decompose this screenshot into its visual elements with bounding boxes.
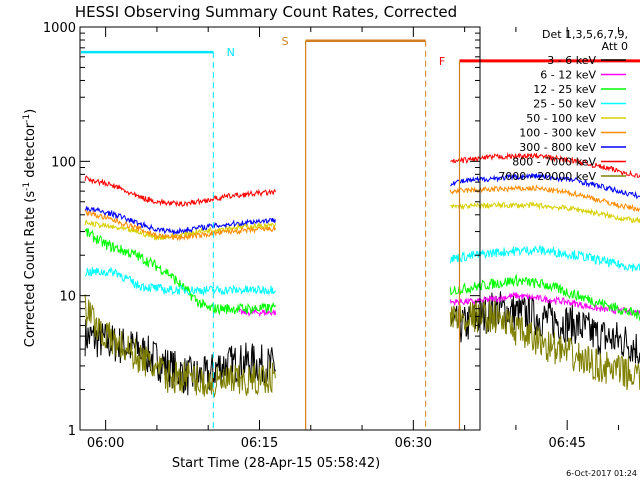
timestamp: 6-Oct-2017 01:24: [566, 469, 637, 478]
legend-label-6: 300 - 800 keV: [519, 141, 596, 154]
series-7-line-0: [84, 175, 276, 208]
series-6-line-1: [450, 172, 640, 200]
series-4-line-0: [84, 219, 276, 242]
x-axis-label: Start Time (28-Apr-15 05:58:42): [172, 456, 380, 471]
legend: Det 1,3,5,6,7,9, Att 0 3 - 6 keV 6 - 12 k…: [498, 28, 628, 183]
x-tick-label-3: 06:45: [548, 436, 585, 451]
series-2-line-1: [449, 273, 640, 322]
x-tick-label-0: 06:00: [87, 436, 124, 451]
series-1-line-1: [449, 291, 640, 316]
series-2: [84, 227, 640, 322]
series-8-line-1: [449, 300, 640, 391]
plot-frame: [79, 26, 481, 431]
series-8: [84, 294, 640, 398]
series-4-line-1: [450, 201, 640, 224]
series-7-line-1: [450, 152, 640, 179]
series-5-line-1: [449, 184, 640, 213]
legend-label-4: 50 - 100 keV: [526, 112, 596, 125]
series-7: [84, 152, 640, 208]
series-1-line-0: [238, 307, 277, 318]
series-3-line-0: [84, 266, 276, 297]
legend-label-8: 7000 - 20000 keV: [498, 170, 596, 183]
legend-label-2: 12 - 25 keV: [533, 83, 596, 96]
x-tick-label-1: 06:15: [241, 436, 278, 451]
legend-label-5: 100 - 300 keV: [519, 127, 596, 140]
series-1: [238, 291, 640, 318]
legend-label-3: 25 - 50 keV: [533, 98, 596, 111]
axes-layer: 06:0006:1506:3006:4507:0007:1507:3011010…: [43, 21, 619, 451]
chart-title: HESSI Observing Summary Count Rates, Cor…: [75, 3, 457, 21]
y-tick-label-1: 10: [59, 290, 76, 305]
series-6: [84, 172, 640, 236]
marker-label-s: S: [282, 35, 289, 48]
marker-label-n: N: [227, 46, 235, 59]
series-2-line-0: [84, 227, 276, 316]
legend-header-line1: Det 1,3,5,6,7,9,: [542, 28, 628, 41]
y-tick-label-3: 1000: [43, 21, 76, 36]
y-tick-label-0: 1: [68, 424, 76, 439]
x-tick-label-2: 06:30: [395, 436, 432, 451]
series-3-line-1: [449, 244, 640, 272]
legend-label-7: 800 - 7000 keV: [512, 156, 596, 169]
marker-layer: N S F: [81, 35, 640, 430]
series-6-line-0: [84, 205, 276, 236]
y-tick-label-2: 100: [51, 155, 76, 170]
series-4: [84, 201, 640, 242]
y-axis-label: Corrected Count Rate (s-1 detector-1): [22, 109, 38, 347]
legend-header-line2: Att 0: [602, 40, 628, 53]
legend-label-1: 6 - 12 keV: [540, 69, 596, 82]
series-5-line-0: [84, 208, 276, 242]
series-3: [84, 244, 640, 297]
series-5: [84, 184, 640, 242]
legend-label-0: 3 - 6 keV: [547, 54, 596, 67]
marker-label-f: F: [439, 55, 445, 68]
series-layer: [84, 152, 640, 398]
series-8-line-0: [84, 294, 276, 398]
